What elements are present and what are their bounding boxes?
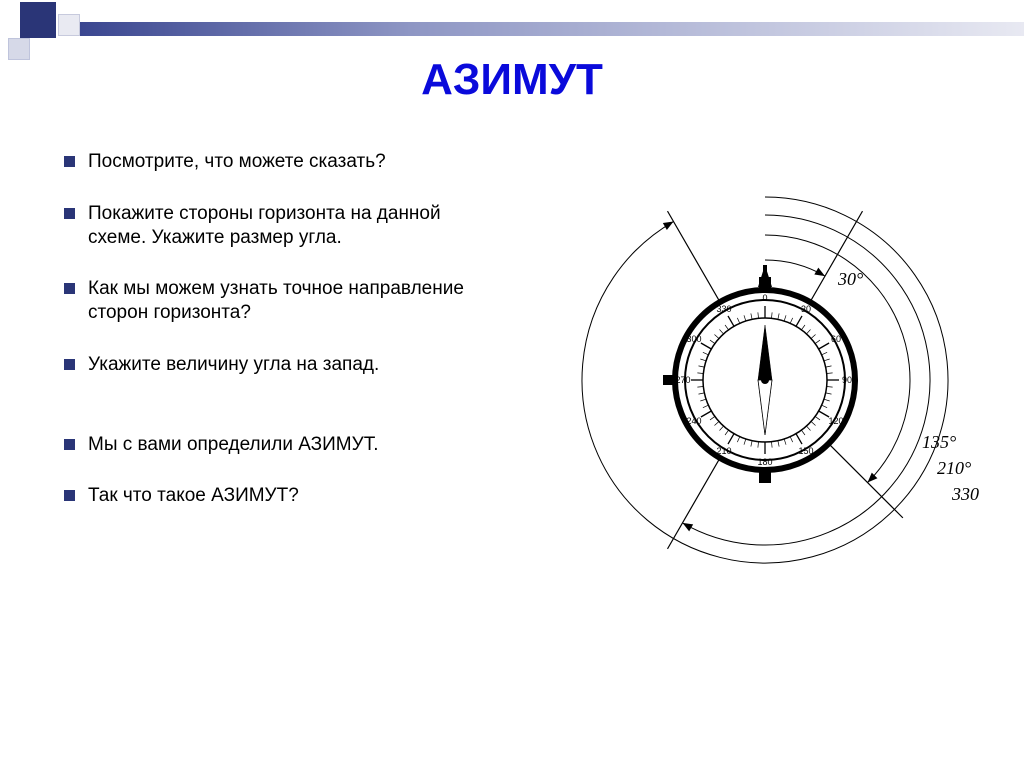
svg-text:0: 0 bbox=[762, 293, 767, 303]
bullet-item: Мы с вами определили АЗИМУТ. bbox=[60, 433, 500, 457]
svg-text:300: 300 bbox=[686, 334, 701, 344]
svg-text:210: 210 bbox=[716, 446, 731, 456]
slide-title: АЗИМУТ bbox=[0, 55, 1024, 105]
svg-text:210°: 210° bbox=[937, 458, 971, 478]
bullet-item: Посмотрите, что можете сказать? bbox=[60, 150, 500, 174]
svg-text:240: 240 bbox=[686, 416, 701, 426]
slide-top-bar bbox=[80, 22, 1024, 36]
bullet-item: Как мы можем узнать точное направление с… bbox=[60, 277, 500, 325]
decor-square-big bbox=[20, 2, 56, 38]
svg-text:30°: 30° bbox=[837, 269, 863, 289]
svg-text:120: 120 bbox=[828, 416, 843, 426]
svg-text:60: 60 bbox=[831, 334, 841, 344]
bullet-list: Посмотрите, что можете сказать? Покажите … bbox=[60, 150, 500, 536]
decor-square-small-2 bbox=[58, 14, 80, 36]
svg-text:180: 180 bbox=[757, 457, 772, 467]
svg-text:90: 90 bbox=[842, 375, 852, 385]
bullet-item: Так что такое АЗИМУТ? bbox=[60, 484, 500, 508]
compass-diagram: 0 30 60 90 120 150 180 210 240 270 300 330 30° 135° 21… bbox=[560, 180, 980, 580]
bullet-item: Покажите стороны горизонта на данной схе… bbox=[60, 202, 500, 250]
svg-text:330: 330 bbox=[716, 304, 731, 314]
svg-text:150: 150 bbox=[798, 446, 813, 456]
svg-text:270: 270 bbox=[675, 375, 690, 385]
svg-text:135°: 135° bbox=[922, 432, 956, 452]
svg-text:330°: 330° bbox=[951, 484, 980, 504]
bullet-item: Укажите величину угла на запад. bbox=[60, 353, 500, 377]
svg-text:30: 30 bbox=[801, 304, 811, 314]
